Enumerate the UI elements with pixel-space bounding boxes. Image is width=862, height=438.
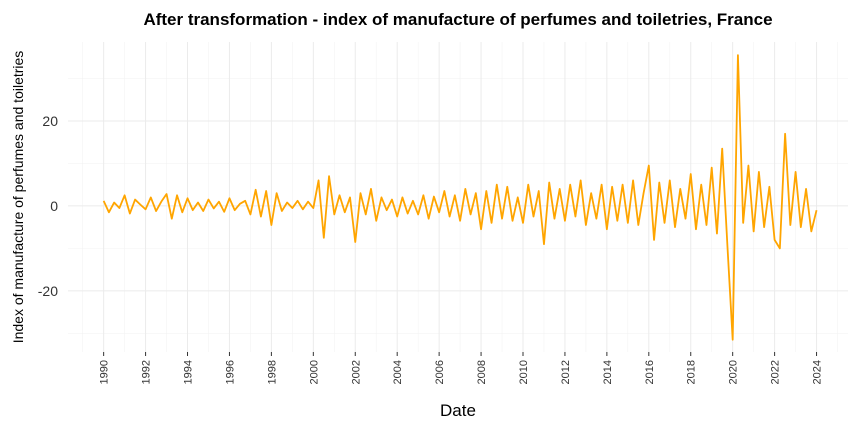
x-tick-label: 1990 <box>99 360 111 384</box>
x-tick-label: 2016 <box>644 360 656 384</box>
y-tick-label: 20 <box>42 113 58 129</box>
x-tick-label: 2000 <box>308 360 320 384</box>
y-tick-label: -20 <box>38 283 58 299</box>
data-line <box>102 54 818 341</box>
x-tick-label: 1994 <box>183 360 195 384</box>
x-tick-label: 1992 <box>141 360 153 384</box>
x-tick-label: 2014 <box>602 360 614 384</box>
x-tick-label: 2024 <box>812 360 824 384</box>
y-axis-label: Index of manufacture of perfumes and toi… <box>10 51 26 344</box>
y-tick-label: 0 <box>50 198 58 214</box>
x-tick-label: 1996 <box>224 360 236 384</box>
x-tick-label: 2010 <box>518 360 530 384</box>
x-tick-label: 2002 <box>350 360 362 384</box>
x-tick-label: 2004 <box>392 360 404 384</box>
x-tick-label: 2006 <box>434 360 446 384</box>
x-tick-label: 2018 <box>686 360 698 384</box>
x-tick-label: 1998 <box>266 360 278 384</box>
grid <box>68 42 848 352</box>
x-axis-label: Date <box>440 401 476 420</box>
x-tick-label: 2020 <box>728 360 740 384</box>
x-tick-label: 2008 <box>476 360 488 384</box>
x-tick-label: 2022 <box>770 360 782 384</box>
chart-title: After transformation - index of manufact… <box>143 10 772 29</box>
data <box>102 54 818 341</box>
x-tick-label: 2012 <box>560 360 572 384</box>
